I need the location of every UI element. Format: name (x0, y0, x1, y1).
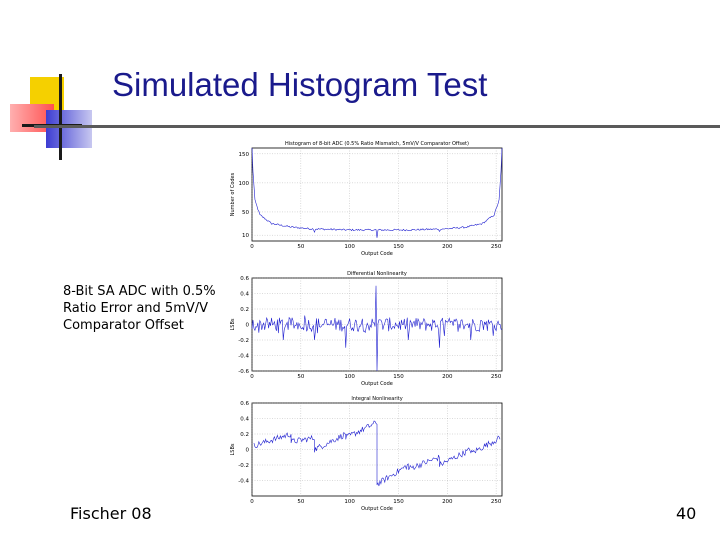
y-tick-label: 0.6 (240, 401, 249, 407)
x-tick-label: 50 (297, 374, 304, 380)
x-tick-label: 250 (491, 374, 502, 380)
x-tick-label: 250 (491, 244, 502, 250)
histogram-panel: Histogram of 8-bit ADC (0.5% Ratio Misma… (230, 141, 503, 257)
y-tick-label: -0.2 (238, 338, 249, 344)
y-tick-label: 100 (239, 181, 250, 187)
chart-title: Integral Nonlinearity (351, 396, 402, 402)
y-tick-label: 0 (246, 448, 250, 454)
title-rule (34, 125, 720, 128)
y-tick-label: 0.4 (240, 292, 249, 298)
x-tick-label: 0 (250, 374, 254, 380)
chart-title: Histogram of 8-bit ADC (0.5% Ratio Misma… (285, 141, 469, 147)
x-tick-label: 150 (393, 244, 404, 250)
y-tick-label: 0.4 (240, 417, 249, 423)
x-tick-label: 100 (344, 244, 355, 250)
x-tick-label: 50 (297, 499, 304, 505)
y-axis-label: Number of Codes (230, 172, 236, 216)
y-tick-label: -0.4 (238, 354, 249, 360)
x-tick-label: 100 (344, 374, 355, 380)
x-tick-label: 0 (250, 244, 254, 250)
y-tick-label: -0.6 (238, 369, 249, 375)
page-number: 40 (676, 504, 697, 523)
x-tick-label: 50 (297, 244, 304, 250)
x-tick-label: 200 (442, 374, 453, 380)
y-axis-label: LSBs (230, 318, 236, 330)
y-tick-label: 50 (242, 210, 249, 216)
inl-panel: Integral Nonlinearity 0 50 100 150 200 250 -0.4… (230, 396, 503, 512)
x-tick-label: 100 (344, 499, 355, 505)
y-tick-label: -0.4 (238, 479, 249, 485)
y-tick-label: 0.2 (240, 307, 249, 313)
chart-title: Differential Nonlinearity (347, 271, 407, 277)
y-tick-label: 10 (242, 233, 249, 239)
y-tick-label: 150 (239, 152, 250, 158)
y-tick-label: -0.2 (238, 463, 249, 469)
deco-blue-square (46, 110, 92, 148)
slide-title: Simulated Histogram Test (112, 66, 488, 103)
x-tick-label: 200 (442, 499, 453, 505)
x-tick-label: 150 (393, 374, 404, 380)
y-tick-label: 0.2 (240, 432, 249, 438)
x-axis-label: Output Code (361, 251, 393, 257)
y-axis-label: LSBs (230, 443, 236, 455)
x-axis-label: Output Code (361, 381, 393, 387)
x-tick-label: 150 (393, 499, 404, 505)
x-tick-label: 0 (250, 499, 254, 505)
x-tick-label: 250 (491, 499, 502, 505)
x-axis-label: Output Code (361, 506, 393, 511)
dnl-panel: Differential Nonlinearity 0 50 100 150 200 250… (230, 271, 503, 387)
y-tick-label: 0.6 (240, 276, 249, 282)
y-tick-label: 0 (246, 323, 250, 329)
data-series-line (253, 420, 501, 487)
x-tick-label: 200 (442, 244, 453, 250)
adc-figure: Histogram of 8-bit ADC (0.5% Ratio Misma… (222, 136, 512, 516)
adc-figure-svg: Histogram of 8-bit ADC (0.5% Ratio Misma… (230, 141, 503, 512)
deco-vertical-line (59, 74, 62, 160)
footer-author: Fischer 08 (70, 504, 152, 523)
plot-frame (251, 147, 503, 242)
data-series-line (251, 285, 503, 372)
data-series-line (251, 147, 503, 238)
figure-caption: 8-Bit SA ADC with 0.5% Ratio Error and 5… (63, 284, 216, 333)
